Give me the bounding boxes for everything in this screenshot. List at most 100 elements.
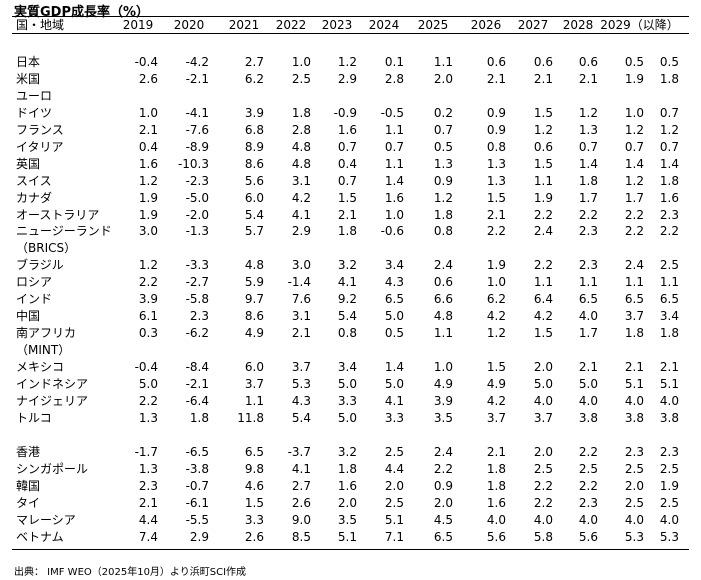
value-cell: 1.5 — [533, 156, 553, 171]
value-cell: 1.2 — [486, 326, 506, 341]
value-cell: 1.8 — [433, 207, 453, 222]
value-cell: 1.8 — [659, 71, 679, 86]
table-row: メキシコ -0.4 -8.4 6.0 3.7 3.4 1.4 1.0 1.5 2.0 2.1 2.1 2… — [12, 359, 689, 376]
value-cell: 0.7 — [433, 122, 453, 137]
value-cell: -2.7 — [185, 275, 209, 290]
value-cell: 6.0 — [244, 190, 264, 205]
table-row: 韓国 2.3 -0.7 4.6 2.7 1.6 2.0 0.9 1.8 2.2 2.2 2.0 1.9 — [12, 478, 689, 495]
value-cell: 1.1 — [244, 393, 264, 408]
value-cell: 1.2 — [337, 54, 357, 69]
value-cell: 1.2 — [433, 190, 453, 205]
value-cell: -0.4 — [134, 360, 158, 375]
value-cell: 3.0 — [291, 258, 311, 273]
row-label: （MINT） — [16, 343, 71, 358]
value-cell: 2.2 — [578, 207, 598, 222]
value-cell: 3.9 — [138, 292, 158, 307]
value-cell: 2.2 — [138, 275, 158, 290]
value-cell: 1.3 — [486, 156, 506, 171]
value-cell: 6.5 — [659, 292, 679, 307]
table-row: シンガポール 1.3 -3.8 9.8 4.1 1.8 4.4 2.2 1.8 2.5 2.5 2.5… — [12, 461, 689, 478]
value-cell: 4.2 — [486, 309, 506, 324]
value-cell: 0.9 — [433, 478, 453, 493]
table-row: タイ 2.1 -6.1 1.5 2.6 2.0 2.5 2.0 1.6 2.2 2.3 2.5 2.5 — [12, 495, 689, 512]
value-cell: 5.1 — [624, 377, 644, 391]
value-cell: 5.0 — [337, 377, 357, 391]
value-cell: 4.3 — [291, 393, 311, 408]
row-label: スイス — [16, 173, 52, 188]
row-label: シンガポール — [16, 461, 89, 476]
value-cell: 0.7 — [337, 139, 357, 154]
value-cell: 0.3 — [138, 326, 158, 341]
value-cell: 2.7 — [291, 478, 311, 493]
value-cell: 4.6 — [244, 478, 264, 493]
header-year: 2022 — [275, 18, 307, 32]
value-cell: -3.8 — [185, 461, 209, 476]
value-cell: 0.6 — [578, 54, 598, 69]
row-label: 米国 — [16, 71, 41, 86]
value-cell: 0.2 — [433, 105, 453, 120]
value-cell: 1.8 — [578, 173, 598, 188]
value-cell: 2.4 — [533, 224, 553, 239]
value-cell: 4.8 — [433, 309, 453, 324]
value-cell: 2.5 — [659, 495, 679, 510]
value-cell: -6.4 — [185, 393, 209, 408]
value-cell: 2.2 — [138, 393, 158, 408]
value-cell: 2.5 — [578, 461, 598, 476]
value-cell: -6.5 — [185, 444, 209, 459]
row-label: マレーシア — [16, 512, 76, 527]
value-cell: 1.8 — [486, 478, 506, 493]
header-year: 2026 — [470, 18, 502, 32]
value-cell: 6.4 — [533, 292, 553, 307]
row-label: ナイジェリア — [16, 393, 89, 408]
value-cell: 0.9 — [486, 122, 506, 137]
value-cell: 4.2 — [486, 393, 506, 408]
value-cell: 0.7 — [337, 173, 357, 188]
value-cell: 1.6 — [337, 122, 357, 137]
value-cell: 8.9 — [244, 139, 264, 154]
value-cell: 1.6 — [138, 156, 158, 171]
value-cell: 1.9 — [486, 258, 506, 273]
value-cell: 8.6 — [244, 309, 264, 324]
table-row: ドイツ 1.0 -4.1 3.9 1.8 -0.9 -0.5 0.2 0.9 1.5 1.2 1.0 0… — [12, 105, 689, 122]
gdp-growth-table: 国・地域 2019 2020 2021 2022 2023 2024 2025 2026 202… — [12, 16, 689, 550]
row-label: ロシア — [16, 275, 53, 290]
value-cell: 0.5 — [624, 54, 644, 69]
value-cell: 5.0 — [384, 309, 404, 324]
value-cell: 4.0 — [578, 512, 598, 527]
header-year: 2029（以降） — [600, 18, 679, 32]
value-cell: 4.0 — [624, 393, 644, 408]
value-cell: 2.6 — [291, 495, 311, 510]
table-row: 香港 -1.7 -6.5 6.5 -3.7 3.2 2.5 2.4 2.1 2.0 2.2 2.3 2.… — [12, 444, 689, 461]
value-cell: 2.2 — [624, 207, 644, 222]
row-label: フランス — [16, 122, 64, 137]
table-row: 中国 6.1 2.3 8.6 3.1 5.4 5.0 4.8 4.2 4.2 4.0 3.7 3.4 — [12, 308, 689, 325]
value-cell: 5.0 — [533, 377, 553, 391]
value-cell: 6.1 — [138, 309, 158, 324]
value-cell: 5.1 — [659, 377, 679, 391]
table-row: マレーシア 4.4 -5.5 3.3 9.0 3.5 5.1 4.5 4.0 4.0 4.0 4.0 4… — [12, 512, 689, 529]
value-cell: 1.1 — [533, 275, 553, 290]
table-row: 日本 -0.4 -4.2 2.7 1.0 1.2 0.1 1.1 0.6 0.6 0.6 0.5 0.5 — [12, 54, 689, 71]
value-cell: 2.1 — [337, 207, 357, 222]
value-cell: 1.9 — [624, 71, 644, 86]
value-cell: 2.3 — [189, 309, 209, 324]
value-cell: 6.5 — [433, 529, 453, 544]
value-cell: 5.3 — [624, 529, 644, 544]
value-cell: 4.9 — [433, 377, 453, 391]
value-cell: 1.0 — [384, 207, 404, 222]
value-cell: 4.0 — [486, 512, 506, 527]
value-cell: 5.9 — [244, 275, 264, 290]
value-cell: 3.8 — [659, 410, 679, 425]
value-cell: 1.1 — [433, 54, 453, 69]
value-cell: -2.3 — [185, 173, 209, 188]
row-label: タイ — [16, 495, 41, 510]
value-cell: 2.3 — [578, 224, 598, 239]
row-label: 英国 — [16, 156, 41, 171]
value-cell: 0.8 — [486, 139, 506, 154]
value-cell: 2.1 — [533, 71, 553, 86]
value-cell: 0.6 — [433, 275, 453, 290]
value-cell: 2.2 — [533, 495, 553, 510]
value-cell: 0.4 — [337, 156, 357, 171]
value-cell: 3.3 — [244, 512, 264, 527]
value-cell: 1.2 — [659, 122, 679, 137]
